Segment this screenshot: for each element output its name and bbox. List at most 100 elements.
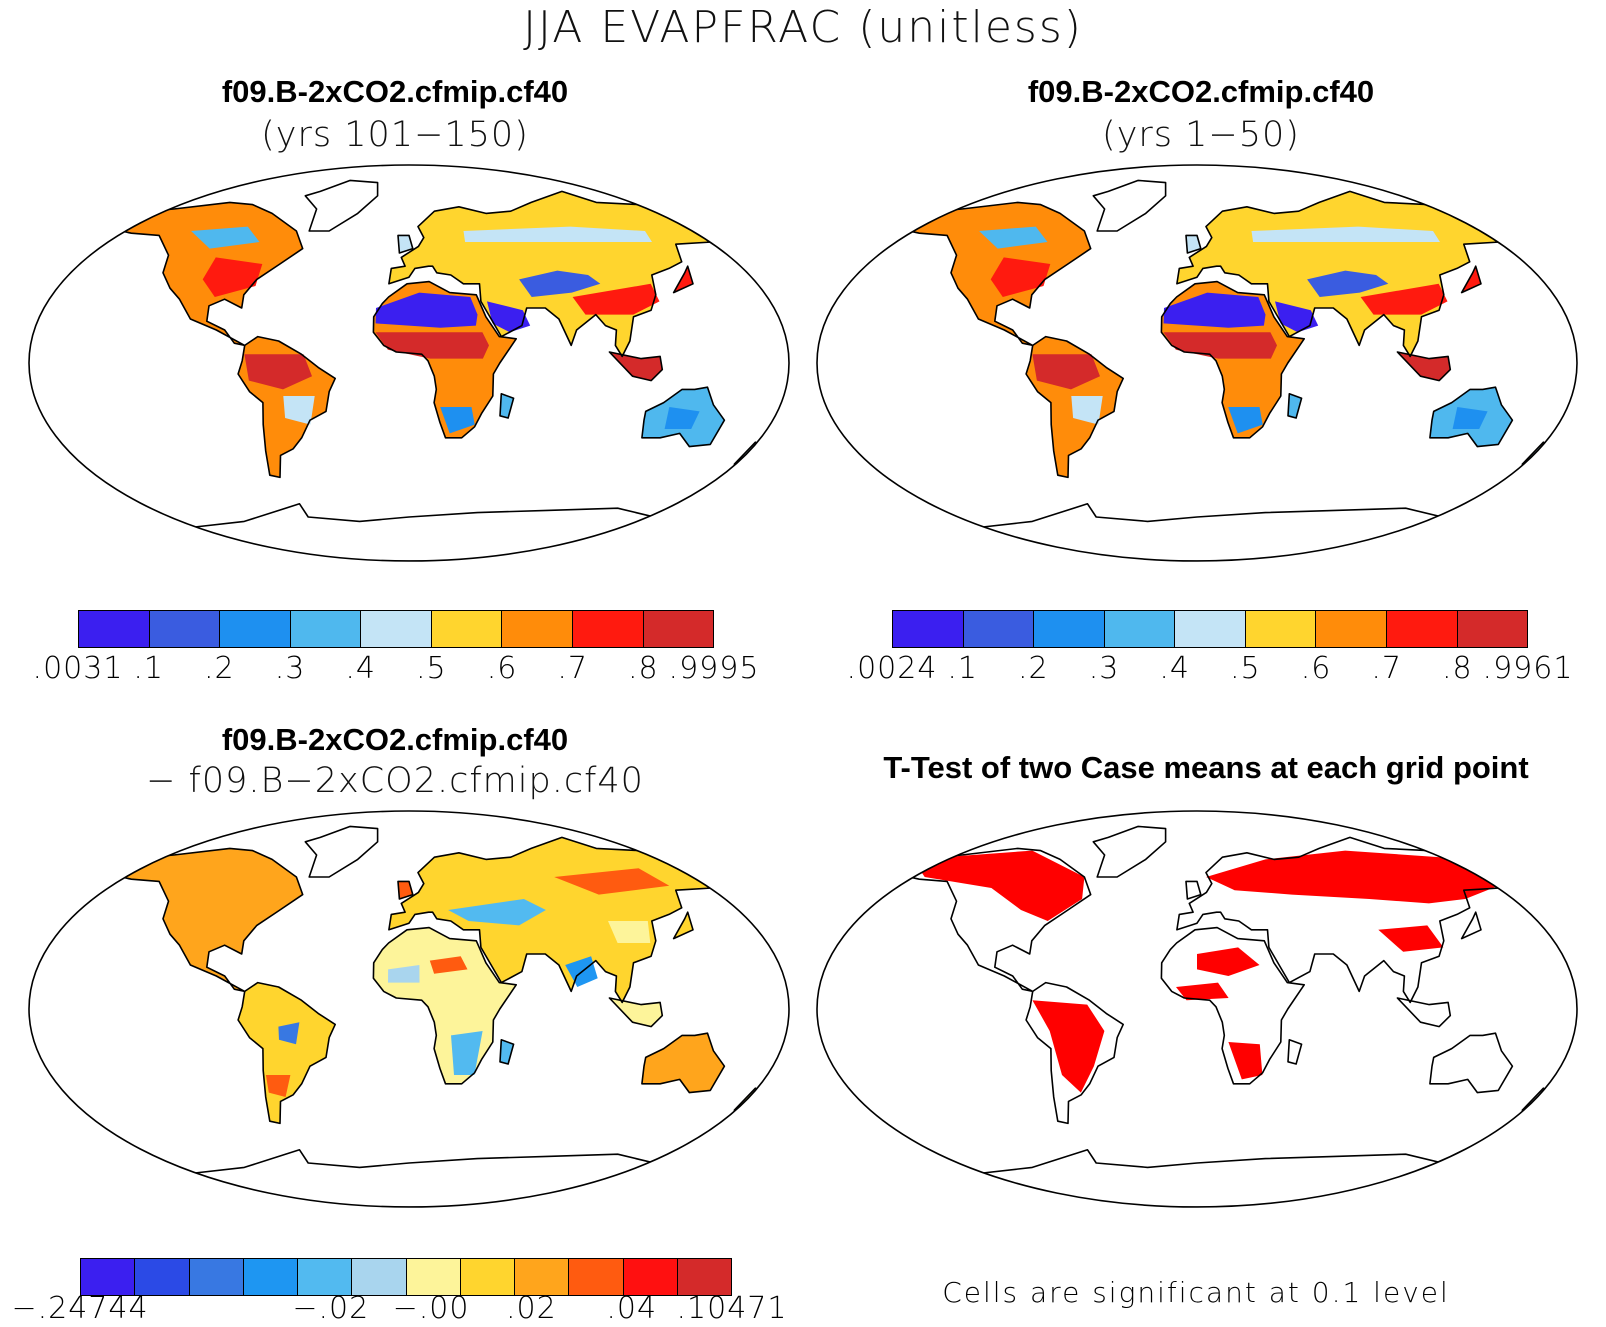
panel-1-title: f09.B-2xCO2.cfmip.cf40 <box>221 74 569 109</box>
coastline-madagascar <box>1287 1039 1303 1065</box>
coastline-greenland <box>1092 179 1167 232</box>
data-patch <box>1163 332 1277 359</box>
data-patch <box>265 1075 291 1097</box>
land-indonesia <box>1397 998 1451 1027</box>
colorbar-3-tick-label: .02 <box>506 1291 557 1326</box>
data-patch <box>1307 270 1389 297</box>
panel-3-subtitle: − f09.B−2xCO2.cfmip.cf40 <box>146 761 644 801</box>
colorbar-1-tick-label: .3 <box>274 651 306 686</box>
map-panel-4 <box>816 810 1578 1208</box>
coastline-africa <box>1160 926 1305 1085</box>
significant-cells <box>1197 947 1260 976</box>
data-patch <box>519 270 601 297</box>
colorbar-3-swatch <box>298 1259 353 1295</box>
colorbar-2-swatch <box>893 611 964 647</box>
coastline-eurasia <box>388 836 737 1004</box>
land-namerica <box>111 848 303 992</box>
coastline-antarctica <box>906 503 1485 561</box>
significant-cells <box>913 850 1085 921</box>
colorbar-3-tick-label: −.00 <box>392 1291 470 1326</box>
land-samerica <box>238 982 336 1124</box>
coastline-namerica <box>110 201 304 347</box>
colorbar-2-swatch <box>1457 611 1528 647</box>
coastline-australia <box>641 1032 726 1094</box>
colorbar-3-swatch <box>352 1259 407 1295</box>
coastline-madagascar <box>1287 393 1303 419</box>
land-greenland <box>1093 180 1166 231</box>
colorbar-1-swatch <box>220 611 291 647</box>
colorbar-1-tick-label: .8 <box>628 651 659 686</box>
panel-1-subtitle: (yrs 101−150) <box>261 115 529 155</box>
land-uk <box>398 881 413 899</box>
colorbar-3-swatch <box>189 1259 244 1295</box>
colorbar-1-tick-label: .0031 <box>32 651 124 686</box>
land-uk <box>1186 881 1201 899</box>
coastline-japan <box>672 265 694 294</box>
colorbar-3-labels: −.24744 −.02 −.00 .02 .04 .10471 <box>0 1292 800 1327</box>
significant-cells <box>1206 850 1510 904</box>
significant-cells <box>1032 1000 1105 1093</box>
coastline-antarctica <box>906 1149 1485 1207</box>
colorbar-2-tick-label: .8 <box>1442 651 1473 686</box>
colorbar-2-tick-label: .0024 <box>846 651 938 686</box>
colorbar-2-tick-label: .9961 <box>1482 651 1574 686</box>
coastline-madagascar <box>499 393 515 419</box>
colorbar-1-labels: .0031 .1 .2 .3 .4 .5 .6 .7 .8 .9995 <box>0 652 800 692</box>
data-patch <box>1228 407 1263 434</box>
data-patch <box>979 226 1048 249</box>
colorbar-3-swatch <box>243 1259 298 1295</box>
colorbar-3-tick-label: −.24744 <box>11 1291 149 1326</box>
map-frame <box>816 164 1578 562</box>
colorbar-1-tick-label: .5 <box>416 651 447 686</box>
colorbar-1-swatch <box>643 611 714 647</box>
colorbar-2-tick-label: .1 <box>947 651 978 686</box>
colorbar-2-swatch <box>1386 611 1458 647</box>
land-madagascar <box>500 393 514 418</box>
colorbar-2-swatch <box>1316 611 1387 647</box>
land-indonesia <box>609 998 663 1027</box>
data-patch <box>1360 283 1448 315</box>
data-patch <box>1251 226 1440 242</box>
coastline-uk <box>1185 880 1202 900</box>
colorbar-2-swatch <box>1104 611 1176 647</box>
colorbar-3-swatch <box>677 1259 731 1295</box>
coastline-uk <box>1185 234 1202 254</box>
coastline-antarctica <box>118 503 697 561</box>
colorbar-1-tick-label: .9995 <box>668 651 760 686</box>
coastline-australia <box>1429 1032 1514 1094</box>
land-uk <box>1186 235 1201 253</box>
colorbar-1-tick-label: .1 <box>133 651 164 686</box>
colorbar-1-swatch <box>361 611 432 647</box>
map-panel-1 <box>28 164 790 562</box>
significance-note: Cells are significant at 0.1 level <box>942 1276 1450 1309</box>
data-patch <box>1163 292 1266 328</box>
data-patch <box>440 407 475 434</box>
land-greenland <box>305 180 378 231</box>
coastline-namerica <box>898 847 1092 993</box>
coastline-uk <box>397 234 414 254</box>
data-patch <box>278 1022 300 1045</box>
data-patch <box>448 899 546 926</box>
coastline-indonesia <box>608 351 664 382</box>
map-frame <box>28 164 790 562</box>
colorbar-1-swatch <box>79 611 150 647</box>
data-patch <box>202 257 263 297</box>
colorbar-3 <box>80 1258 732 1296</box>
coastline-greenland <box>304 825 379 878</box>
colorbar-2-labels: .0024 .1 .2 .3 .4 .5 .6 .7 .8 .9961 <box>806 652 1606 692</box>
colorbar-1-swatch <box>290 611 362 647</box>
coastline-madagascar <box>499 1039 515 1065</box>
land-greenland <box>305 826 378 877</box>
data-patch <box>990 257 1051 297</box>
data-patch <box>451 1031 483 1075</box>
data-patch <box>608 921 651 943</box>
data-patch <box>375 292 478 328</box>
colorbar-1-tick-label: .4 <box>345 651 376 686</box>
data-patch <box>1071 396 1103 425</box>
colorbar-2-tick-label: .7 <box>1371 651 1402 686</box>
coastline-namerica <box>898 201 1092 347</box>
data-patch <box>191 226 260 249</box>
significant-cells <box>1228 1042 1263 1080</box>
coastline-uk <box>397 880 414 900</box>
data-patch <box>1032 354 1100 390</box>
